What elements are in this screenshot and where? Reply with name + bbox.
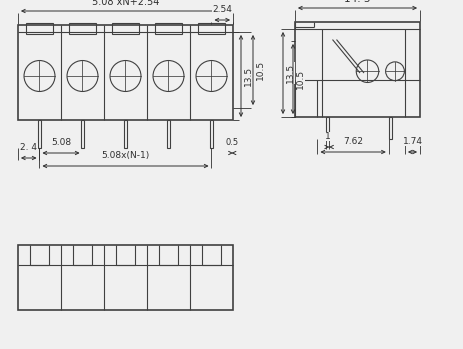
Bar (112, 23, 138, 34)
Bar (26, 23, 53, 34)
Bar (69, 23, 96, 34)
Bar (38, 120, 41, 148)
Text: 0.5: 0.5 (225, 138, 238, 147)
Text: 14. 3: 14. 3 (344, 0, 370, 4)
Text: 2. 4: 2. 4 (20, 143, 37, 152)
Bar (294, 22, 419, 117)
Bar (155, 23, 181, 34)
Text: 13.5: 13.5 (285, 63, 294, 83)
Bar (325, 117, 329, 139)
Text: 13.5: 13.5 (244, 66, 252, 86)
Text: 5.08x(N-1): 5.08x(N-1) (101, 151, 149, 160)
Text: 1: 1 (324, 132, 330, 141)
Text: 7.62: 7.62 (342, 137, 363, 146)
Bar (210, 120, 213, 148)
Bar (124, 120, 127, 148)
Text: 5.08 xN+2.54: 5.08 xN+2.54 (92, 0, 159, 7)
Bar (18, 245, 232, 310)
Text: 10.5: 10.5 (295, 69, 304, 89)
Bar (167, 120, 169, 148)
Bar (18, 25, 232, 120)
Bar (81, 120, 84, 148)
Bar (198, 23, 225, 34)
Text: 2.54: 2.54 (212, 5, 232, 14)
Text: 1.74: 1.74 (401, 137, 422, 146)
Bar (388, 117, 391, 139)
Text: 5.08: 5.08 (51, 138, 71, 147)
Text: 10.5: 10.5 (256, 60, 264, 80)
